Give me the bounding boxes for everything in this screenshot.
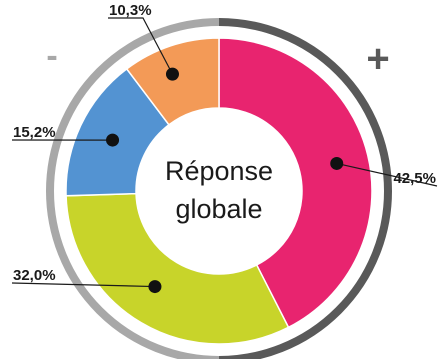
callout-line-2 — [11, 282, 155, 288]
callout-line-4 — [108, 17, 174, 75]
outer-scale-ring — [46, 18, 392, 359]
callout-dot-3 — [106, 133, 120, 147]
callout-dot-4 — [165, 67, 179, 81]
slice-label-4: 10,3% — [109, 2, 152, 19]
plus-sign: + — [366, 37, 389, 81]
slice-label-1: 42,5% — [393, 170, 436, 187]
slice-label-3: 15,2% — [13, 124, 56, 141]
center-label-line-1: Réponse — [165, 156, 273, 186]
minus-sign: - — [46, 37, 57, 75]
scale-ring-plus-side — [218, 18, 392, 359]
slice-1 — [218, 37, 373, 329]
slice-2 — [65, 192, 290, 345]
slices-group — [65, 37, 373, 345]
callout-dot-2 — [148, 280, 162, 294]
slice-label-2: 32,0% — [13, 267, 56, 284]
slice-4 — [125, 37, 220, 126]
scale-ring-minus-side — [46, 18, 220, 359]
center-label-line-2: globale — [175, 194, 262, 224]
callout-dot-1 — [330, 156, 344, 170]
callout-line-1 — [336, 162, 438, 187]
callouts-group: 42,5% 32,0% 15,2% 10,3% — [11, 2, 438, 294]
